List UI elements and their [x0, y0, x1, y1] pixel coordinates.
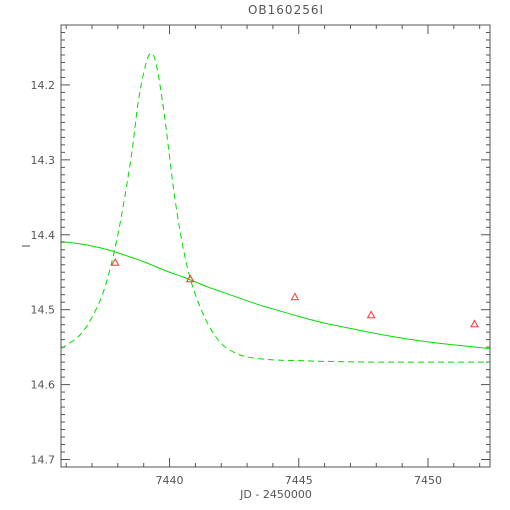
axis-ticks [61, 24, 490, 468]
x-tick-labels: 7440 7445 7450 [156, 474, 442, 487]
x-tick-label: 7440 [156, 474, 184, 487]
data-points [110, 257, 479, 328]
data-point-triangle [366, 310, 376, 319]
dashed-model-curve [60, 52, 490, 363]
data-point-triangle [185, 274, 195, 283]
x-axis-label: JD - 2450000 [239, 488, 312, 501]
data-point-triangle [470, 319, 479, 328]
model-curves [60, 52, 491, 363]
data-point-triangle [290, 292, 300, 301]
y-tick-label: 14.2 [31, 79, 56, 92]
chart-title: OB160256I [248, 3, 324, 17]
y-tick-label: 14.5 [31, 304, 56, 317]
y-tick-label: 14.6 [31, 379, 56, 392]
y-tick-label: 14.4 [31, 229, 56, 242]
y-tick-label: 14.7 [31, 454, 56, 467]
y-tick-labels: 14.2 14.3 14.4 14.5 14.6 14.7 [31, 79, 56, 467]
x-tick-label: 7450 [414, 474, 442, 487]
data-point-triangle [110, 257, 120, 266]
plot-frame [60, 24, 491, 468]
y-axis-label: I [20, 244, 33, 247]
x-tick-label: 7445 [285, 474, 313, 487]
y-tick-label: 14.3 [31, 154, 56, 167]
solid-model-curve [60, 241, 491, 350]
